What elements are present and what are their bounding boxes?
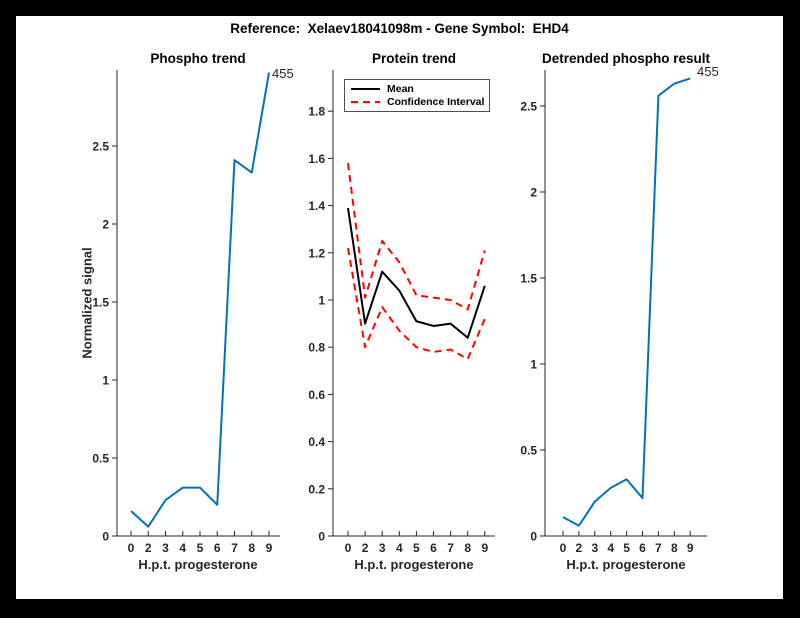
y-tick-label: 0: [102, 530, 109, 544]
x-tick-label: 4: [179, 541, 186, 555]
x-tick-label: 9: [266, 541, 273, 555]
detrended-x-axis-label: H.p.t. progesterone: [566, 557, 686, 572]
phospho-endpoint-value-label: 455: [272, 66, 294, 81]
protein-trend-title: Protein trend: [371, 51, 457, 66]
x-tick-label: 5: [413, 541, 420, 555]
detrended-endpoint-value-label: 455: [697, 64, 719, 79]
charts-canvas: 0 2 3 4 5 6 7 8 900.511.522.50 2 3 4 5 6 7 8 900.20.40.6…: [92, 70, 707, 555]
x-tick-label: 8: [248, 541, 255, 555]
legend-row-confidence-interval: Confidence Interval: [351, 96, 489, 108]
x-tick-label: 2: [145, 541, 152, 555]
phospho-y-axis-label: Normalized signal: [79, 247, 95, 359]
x-tick-label: 6: [214, 541, 221, 555]
y-tick-label: 1.8: [308, 105, 325, 119]
chart-detrended: 0 2 3 4 5 6 7 8 900.511.522.5: [520, 70, 707, 555]
y-tick-label: 0.5: [92, 452, 109, 466]
y-tick-label: 1.6: [308, 152, 325, 166]
x-tick-label: 3: [591, 541, 598, 555]
x-tick-label: 4: [607, 541, 614, 555]
mean-line-sample-icon: [351, 88, 380, 91]
x-tick-label: 7: [655, 541, 662, 555]
y-tick-label: 1.2: [308, 246, 325, 260]
x-tick-label: 2: [576, 541, 583, 555]
x-tick-label: 0: [345, 541, 352, 555]
y-tick-label: 2.5: [520, 100, 537, 114]
y-tick-label: 1: [530, 358, 537, 372]
y-tick-label: 0: [318, 530, 325, 544]
series-phospho-signal: [130, 72, 270, 528]
y-tick-label: 0: [530, 530, 537, 544]
protein-trend-legend: Mean Confidence Interval: [344, 79, 490, 112]
y-tick-label: 1.5: [92, 296, 109, 310]
x-tick-label: 0: [560, 541, 567, 555]
y-tick-label: 2: [102, 218, 109, 232]
x-tick-label: 8: [464, 541, 471, 555]
phospho-trend-title: Phospho trend: [150, 51, 246, 66]
x-tick-label: 0: [128, 541, 135, 555]
protein-x-axis-label: H.p.t. progesterone: [354, 557, 474, 572]
series-ci-lower: [347, 247, 486, 360]
x-tick-label: 8: [671, 541, 678, 555]
y-tick-label: 0.6: [308, 388, 325, 402]
x-tick-label: 7: [447, 541, 454, 555]
x-tick-label: 7: [231, 541, 238, 555]
series-ci-upper: [347, 162, 486, 311]
y-tick-label: 0.5: [520, 444, 537, 458]
x-tick-label: 2: [362, 541, 369, 555]
phospho-x-axis-label: H.p.t. progesterone: [138, 557, 258, 572]
y-tick-label: 1: [318, 294, 325, 308]
figure-suptitle: Reference: Xelaev18041098m - Gene Symbol…: [230, 21, 569, 36]
x-tick-label: 3: [162, 541, 169, 555]
y-tick-label: 1: [102, 374, 109, 388]
figure-area: 0 2 3 4 5 6 7 8 9 0 0.5 1 1.5 2 2.5 0 2 3 4 5 6 7 8 9 0 0.2 0.4 0.6…: [16, 16, 783, 599]
y-tick-label: 2.5: [92, 140, 109, 154]
chart-protein: 0 2 3 4 5 6 7 8 900.20.40.60.811.21.41.61.8: [308, 70, 495, 555]
series-detrended-phospho: [562, 77, 691, 527]
x-tick-label: 3: [379, 541, 386, 555]
y-tick-label: 1.4: [308, 199, 325, 213]
y-tick-label: 1.5: [520, 272, 537, 286]
confidence-interval-line-sample-icon: [351, 100, 380, 103]
x-tick-label: 6: [639, 541, 646, 555]
legend-label-mean: Mean: [387, 83, 414, 96]
x-tick-label: 9: [481, 541, 488, 555]
detrended-phospho-title: Detrended phospho result: [541, 51, 711, 66]
x-tick-label: 9: [687, 541, 694, 555]
x-tick-label: 6: [430, 541, 437, 555]
series-mean: [347, 207, 486, 339]
y-tick-label: 0.4: [308, 435, 325, 449]
y-tick-label: 0.2: [308, 482, 325, 496]
x-tick-label: 4: [396, 541, 403, 555]
y-tick-label: 2: [530, 186, 537, 200]
chart-phospho: 0 2 3 4 5 6 7 8 900.511.522.5: [92, 70, 280, 555]
x-tick-label: 5: [197, 541, 204, 555]
y-tick-label: 0.8: [308, 341, 325, 355]
legend-row-mean: Mean: [351, 83, 489, 95]
x-tick-label: 5: [623, 541, 630, 555]
legend-label-confidence-interval: Confidence Interval: [387, 95, 485, 108]
